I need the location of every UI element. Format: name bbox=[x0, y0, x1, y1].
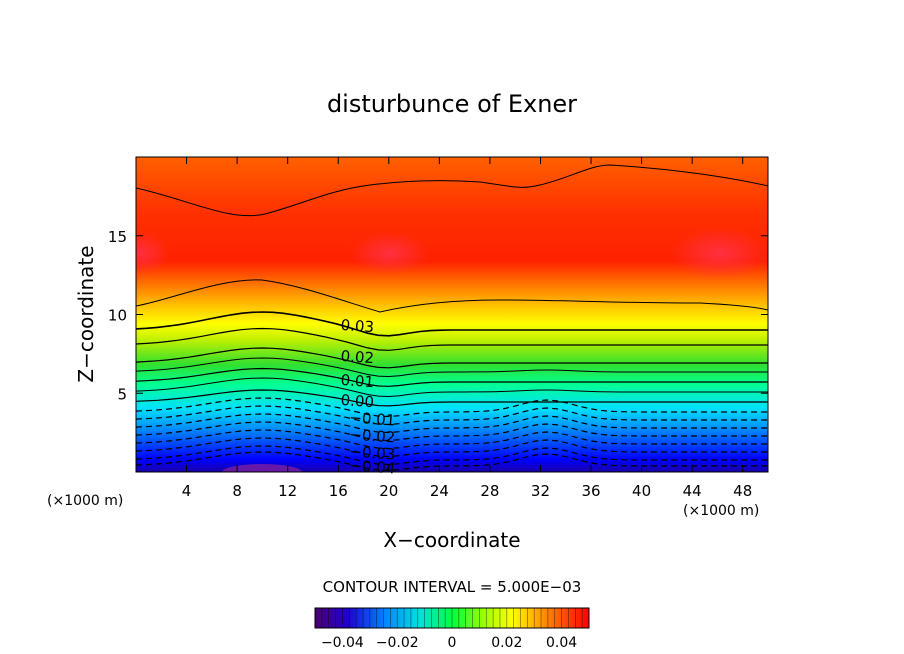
colorbar: −0.04 −0.02 0 0.02 0.04 bbox=[314, 607, 590, 651]
colorbar-ticks: −0.04 −0.02 0 0.02 0.04 bbox=[321, 635, 577, 651]
contour-interval-text: CONTOUR INTERVAL = 5.000E−03 bbox=[323, 578, 582, 596]
min-region bbox=[222, 464, 302, 472]
contour-line-solid bbox=[136, 311, 768, 337]
y-tick-label: 5 bbox=[117, 385, 127, 403]
x-tick-label: 32 bbox=[531, 482, 550, 500]
colorbar-tick-label: 0.04 bbox=[546, 635, 577, 651]
colorbar-frame bbox=[314, 607, 590, 629]
contour-lines bbox=[136, 164, 768, 472]
x-axis-label: X−coordinate bbox=[383, 528, 520, 552]
y-axis-label: Z−coordinate bbox=[74, 245, 98, 382]
x-tick-label: 28 bbox=[480, 482, 499, 500]
max-region-right bbox=[670, 227, 768, 279]
colorbar-tick-label: 0 bbox=[448, 635, 457, 651]
colorbar-tick-label: −0.02 bbox=[376, 635, 419, 651]
max-region-left bbox=[136, 231, 170, 275]
contour-0.035 bbox=[136, 279, 768, 313]
x-tick-label: 36 bbox=[581, 482, 600, 500]
colorbar-bands bbox=[321, 608, 583, 628]
contour-line-solid bbox=[136, 327, 768, 351]
x-tick-label: 24 bbox=[430, 482, 449, 500]
y-axis: 5 10 15 bbox=[108, 228, 768, 403]
x-tick-label: 12 bbox=[278, 482, 297, 500]
contour-line-dashed bbox=[136, 445, 768, 466]
contour-line-solid bbox=[136, 367, 768, 387]
contour-upper bbox=[136, 164, 768, 217]
contour-label: −0.02 bbox=[349, 425, 396, 446]
x-tick-label: 40 bbox=[632, 482, 651, 500]
plot-area bbox=[136, 157, 768, 472]
max-region-center bbox=[350, 231, 430, 275]
colorbar-tick-label: −0.04 bbox=[321, 635, 364, 651]
contour-line-dashed bbox=[136, 397, 768, 418]
contour-label: −0.04 bbox=[349, 456, 396, 477]
contour-label: 0.00 bbox=[340, 391, 375, 411]
y-tick-label: 15 bbox=[108, 228, 127, 246]
x-tick-label: 20 bbox=[379, 482, 398, 500]
contour-line-dashed bbox=[136, 421, 768, 442]
x-tick-label: 48 bbox=[733, 482, 752, 500]
contour-line-dashed bbox=[136, 405, 768, 426]
contour-line-solid bbox=[136, 357, 768, 378]
x-tick-label: 8 bbox=[232, 482, 242, 500]
contour-line-dashed bbox=[136, 451, 768, 472]
chart-title: disturbunce of Exner bbox=[327, 90, 577, 118]
contour-label: 0.03 bbox=[340, 316, 375, 336]
x-tick-label: 16 bbox=[329, 482, 348, 500]
contour-line-dashed bbox=[136, 413, 768, 434]
x-unit-right: (×1000 m) bbox=[683, 503, 759, 519]
contour-line-dashed bbox=[136, 437, 768, 458]
contour-label: 0.02 bbox=[340, 347, 375, 367]
colorbar-tick-label: 0.02 bbox=[491, 635, 522, 651]
contour-line-solid bbox=[136, 377, 768, 398]
y-tick-label: 10 bbox=[108, 307, 127, 325]
x-axis: 4 8 12 16 20 24 28 32 36 40 44 48 bbox=[182, 157, 752, 500]
contour-label: 0.01 bbox=[340, 371, 375, 391]
contour-label: −0.03 bbox=[349, 442, 396, 463]
x-tick-label: 4 bbox=[182, 482, 192, 500]
contour-label-layer: 0.03 0.02 0.010.00−0.01−0.02−0.03−0.04 bbox=[340, 316, 396, 478]
contour-label: −0.01 bbox=[349, 408, 396, 429]
x-tick-label: 44 bbox=[683, 482, 702, 500]
contour-line-solid bbox=[136, 389, 768, 407]
contour-line-solid bbox=[136, 347, 768, 369]
x-unit-left: (×1000 m) bbox=[47, 493, 123, 509]
contour-line-dashed bbox=[136, 429, 768, 450]
